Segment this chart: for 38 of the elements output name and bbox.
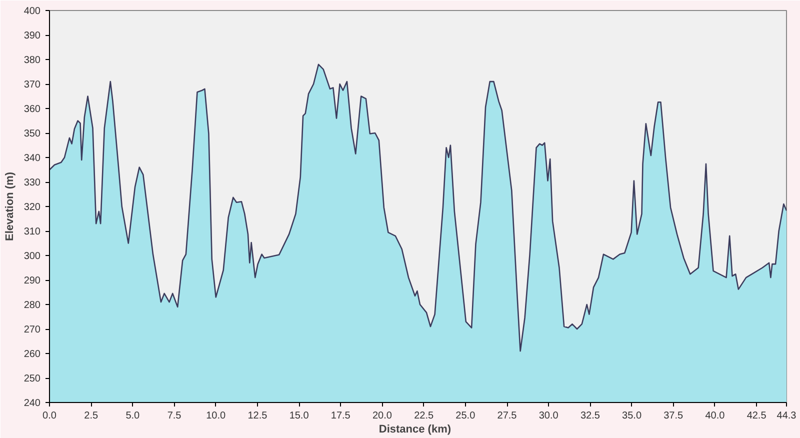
x-tick-label: 37.5 <box>664 410 684 422</box>
y-tick-label: 350 <box>24 128 41 140</box>
y-tick-label: 300 <box>24 251 41 262</box>
x-tick-label: 30.0 <box>538 410 559 422</box>
y-tick-label: 280 <box>24 300 41 311</box>
x-axis-title: Distance (km) <box>378 424 452 436</box>
x-tick-label: 17.5 <box>330 410 351 422</box>
x-tick-label: 44.3 <box>776 410 797 422</box>
y-tick-label: 360 <box>24 104 41 115</box>
y-tick-label: 270 <box>24 324 41 336</box>
y-tick-label: 240 <box>24 398 41 409</box>
x-tick-label: 2.5 <box>84 410 98 422</box>
x-tick-label: 40.0 <box>705 410 726 422</box>
x-tick-label: 27.5 <box>497 410 518 422</box>
y-tick-label: 310 <box>24 226 41 238</box>
y-tick-label: 260 <box>24 349 41 360</box>
x-tick-label: 35.0 <box>622 410 642 422</box>
x-tick-label: 20.0 <box>372 410 392 422</box>
x-tick-label: 0.0 <box>42 410 57 422</box>
y-tick-label: 290 <box>24 276 41 286</box>
x-tick-label: 42.5 <box>746 410 767 422</box>
y-tick-label: 380 <box>24 55 41 66</box>
x-tick-label: 12.5 <box>248 410 268 422</box>
x-tick-label: 15.0 <box>289 410 310 422</box>
y-axis-title: Elevation (m) <box>4 172 16 242</box>
y-tick-label: 320 <box>24 202 41 213</box>
y-tick-label: 400 <box>24 6 41 17</box>
x-tick-label: 32.5 <box>580 410 600 422</box>
y-tick-label: 370 <box>24 80 41 90</box>
y-tick-label: 330 <box>24 178 41 188</box>
x-tick-label: 22.5 <box>414 410 434 422</box>
y-tick-label: 390 <box>24 30 41 42</box>
y-tick-label: 340 <box>24 153 41 164</box>
x-tick-label: 7.5 <box>167 410 182 422</box>
y-tick-label: 250 <box>24 374 41 384</box>
x-tick-label: 25.0 <box>456 410 476 422</box>
x-tick-label: 5.0 <box>126 410 140 422</box>
x-tick-label: 10.0 <box>206 410 226 422</box>
